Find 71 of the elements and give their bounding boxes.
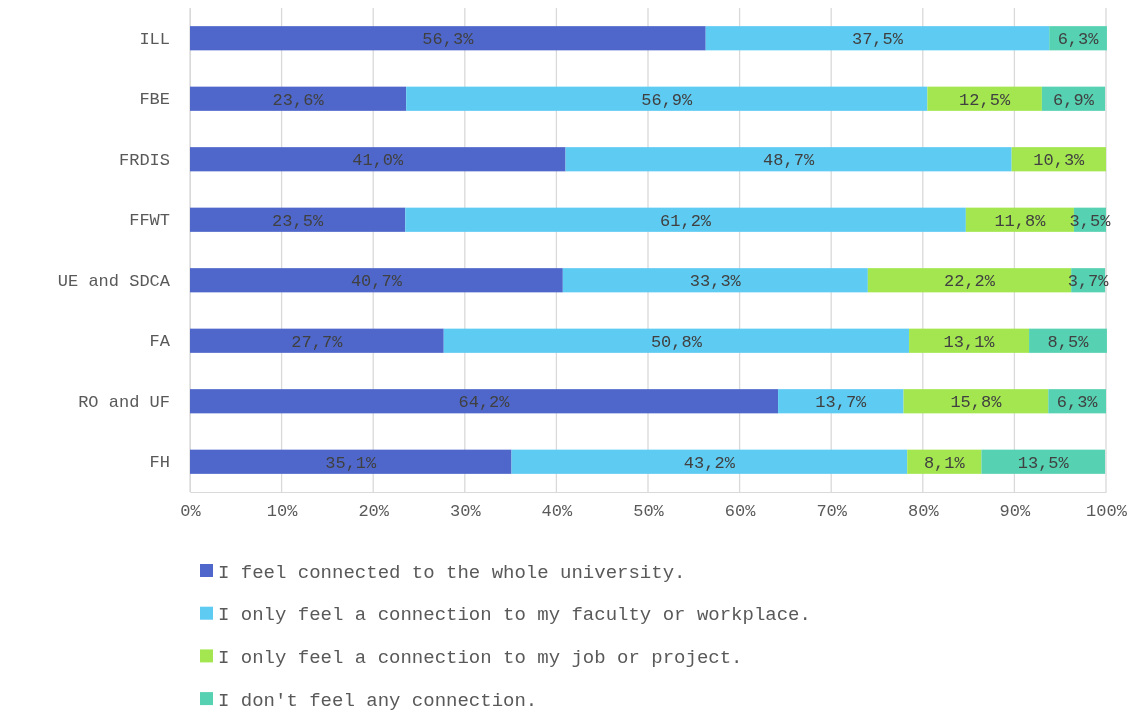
bar (190, 26, 706, 51)
x-tick-label: 20% (358, 502, 390, 522)
data-label: 33,3% (689, 272, 742, 292)
data-label: 40,7% (350, 272, 403, 292)
bar (981, 449, 1106, 474)
data-label: 23,5% (272, 211, 324, 231)
data-label: 13,1% (943, 332, 996, 352)
x-tick-label: 60% (724, 502, 757, 522)
y-tick-label: FBE (139, 90, 170, 110)
x-tick-label: 10% (266, 502, 299, 522)
bar (190, 268, 563, 293)
bar (443, 328, 910, 353)
bar (190, 207, 406, 232)
bar (190, 389, 779, 414)
legend-label: I don't feel any connection. (218, 689, 538, 712)
data-label: 35,1% (325, 453, 378, 473)
bar (903, 389, 1049, 414)
legend-label: I only feel a connection to my job or project. (218, 647, 743, 670)
data-label: 6,9% (1053, 90, 1095, 110)
x-tick-label: 90% (999, 502, 1031, 522)
bar (778, 389, 904, 414)
y-tick-label: FRDIS (118, 150, 170, 170)
data-label: 56,9% (641, 90, 694, 110)
data-label: 13,7% (815, 393, 868, 413)
data-label: 23,6% (272, 90, 325, 110)
bar (705, 26, 1050, 51)
data-label: 15,8% (950, 393, 1003, 413)
y-tick-label: RO and UF (78, 392, 170, 412)
data-label: 6,3% (1056, 393, 1099, 413)
bar (565, 147, 1012, 172)
y-tick-label: FA (149, 332, 171, 352)
data-label: 64,2% (458, 393, 511, 413)
x-tick-label: 100% (1086, 502, 1128, 522)
data-label: 12,5% (959, 90, 1011, 110)
x-tick-label: 0% (180, 502, 202, 522)
bar (927, 86, 1042, 111)
bar (190, 147, 566, 172)
data-label: 8,5% (1047, 332, 1090, 352)
data-label: 37,5% (851, 30, 904, 50)
data-label: 11,8% (994, 211, 1047, 231)
y-tick-label: FH (149, 453, 170, 473)
data-label: 8,1% (923, 453, 966, 473)
bar (405, 207, 966, 232)
legend-label: I feel connected to the whole university. (218, 561, 686, 584)
data-label: 22,2% (944, 272, 996, 292)
data-label: 6,3% (1057, 30, 1100, 50)
data-label: 41,0% (352, 151, 405, 171)
data-label: 50,8% (650, 332, 703, 352)
data-label: 43,2% (683, 453, 736, 473)
data-label: 56,3% (422, 30, 475, 50)
x-tick-label: 70% (816, 502, 848, 522)
bar (190, 328, 444, 353)
x-tick-label: 30% (450, 502, 482, 522)
legend-label: I only feel a connection to my faculty or workplace. (218, 604, 811, 627)
bar (190, 86, 407, 111)
data-label: 48,7% (763, 151, 815, 171)
y-tick-label: ILL (139, 29, 170, 49)
bar (562, 268, 868, 293)
data-label: 10,3% (1033, 151, 1086, 171)
x-tick-label: 40% (541, 502, 573, 522)
bar (406, 86, 928, 111)
x-tick-label: 80% (908, 502, 940, 522)
y-tick-label: FFWT (129, 211, 170, 231)
bar (190, 449, 512, 474)
y-tick-label: UE and SDCA (57, 271, 171, 291)
data-label: 27,7% (291, 332, 344, 352)
bar (909, 328, 1030, 353)
data-label: 13,5% (1017, 453, 1070, 473)
x-tick-label: 50% (633, 502, 665, 522)
bar (511, 449, 908, 474)
data-label: 61,2% (660, 211, 712, 231)
